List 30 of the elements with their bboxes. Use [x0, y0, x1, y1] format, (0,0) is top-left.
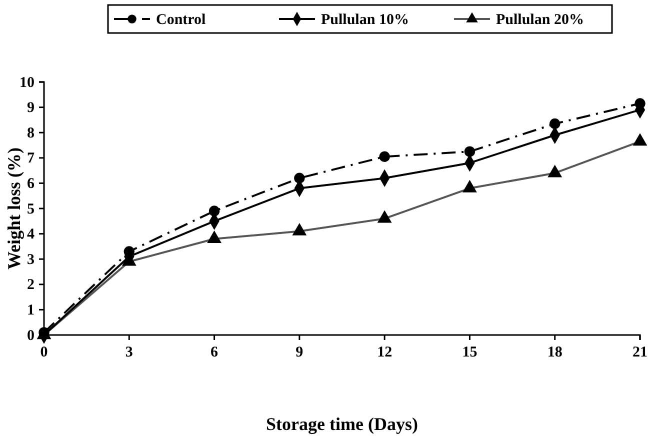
y-tick-label: 5	[27, 201, 34, 218]
point	[208, 206, 220, 216]
y-tick-label: 3	[27, 252, 34, 268]
y-tick-label: 4	[27, 226, 35, 243]
point	[464, 146, 476, 157]
legend-label: Pullulan 20%	[496, 12, 584, 28]
y-tick-label: 8	[27, 125, 34, 142]
x-tick-label: 12	[377, 344, 392, 360]
x-tick-label: 15	[462, 344, 478, 360]
y-tick-label: 2	[27, 277, 34, 294]
x-axis-title: Storage time (Days)	[266, 414, 418, 434]
y-tick-label: 10	[20, 74, 34, 91]
point	[550, 118, 560, 130]
y-tick-label: 0	[27, 328, 34, 344]
y-tick-label: 6	[27, 176, 35, 192]
y-tick-label: 7	[27, 150, 35, 167]
x-tick-label: 21	[632, 344, 648, 360]
x-tick-label: 3	[125, 344, 133, 360]
x-tick-label: 18	[547, 344, 562, 360]
x-tick-label: 6	[210, 344, 219, 360]
y-tick-label: 1	[27, 302, 34, 318]
legend-label: Pullulan 10%	[321, 12, 409, 28]
point	[634, 98, 646, 109]
point	[294, 172, 305, 184]
x-tick-label: 9	[296, 344, 304, 360]
x-tick-label: 0	[40, 344, 48, 360]
y-tick-label: 9	[27, 100, 34, 116]
y-axis-title: Weight loss (%)	[4, 147, 24, 270]
point	[379, 151, 390, 162]
legend-label: Control	[156, 12, 206, 28]
